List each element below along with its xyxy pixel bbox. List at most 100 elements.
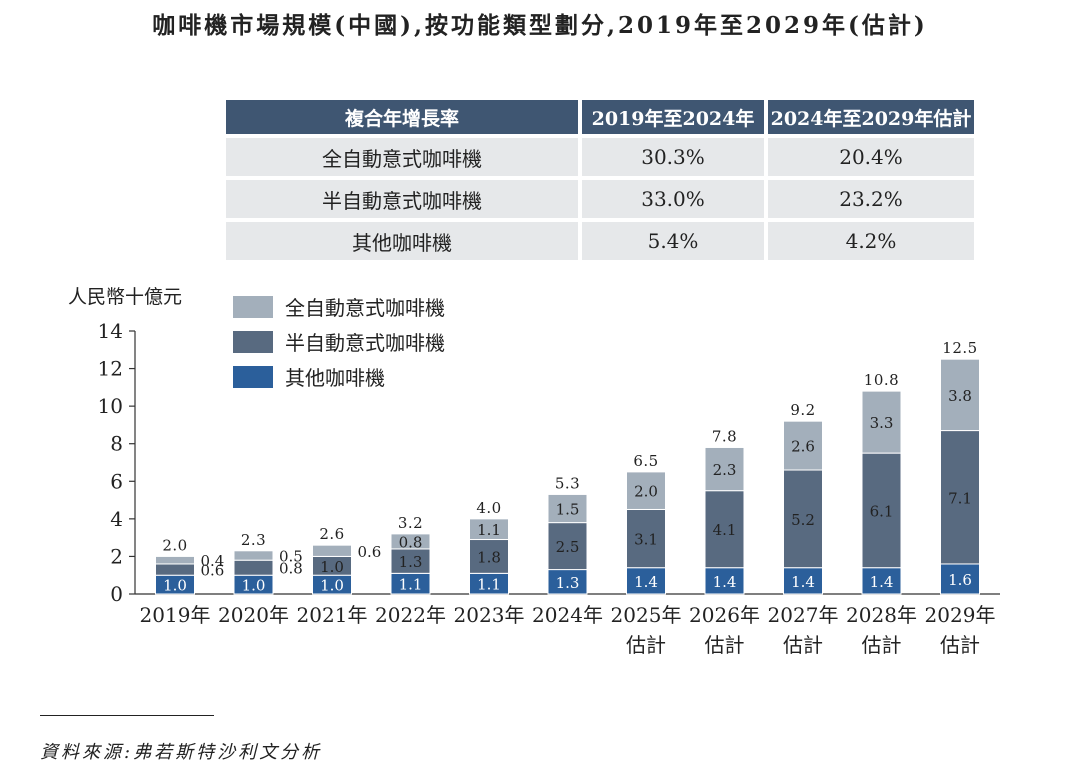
source-divider [40,715,214,716]
data-label: 1.4 [870,573,894,591]
bar-segment [547,493,588,524]
bar-segment [704,567,745,595]
y-tick-label: 14 [98,319,123,343]
data-label: 1.4 [713,573,737,591]
data-label: 2.5 [556,538,580,556]
bar-segment [704,446,745,492]
legend-label: 其他咖啡機 [285,366,385,390]
bar-segment [861,390,902,454]
data-label: 5.2 [791,511,815,529]
cagr-header-period-2: 2024年至2029年估計 [768,100,974,134]
cagr-value: 33.0% [582,180,764,218]
data-label: 0.8 [399,533,423,551]
data-label: 7.1 [948,489,972,507]
data-label: 1.4 [634,573,658,591]
total-label: 3.2 [398,514,423,532]
x-tick-label: 2019年 [140,603,211,627]
cagr-value: 30.3% [582,138,764,176]
legend-label: 半自動意式咖啡機 [285,331,445,355]
cagr-header-label: 複合年增長率 [226,100,578,134]
total-label: 2.0 [162,536,187,554]
data-label: 6.1 [870,502,894,520]
x-tick-label: 2029年 [925,603,996,627]
y-tick-label: 6 [110,469,123,493]
x-tick-label: 2020年 [218,603,289,627]
table-row: 半自動意式咖啡機 33.0% 23.2% [226,180,974,218]
y-tick-label: 10 [98,394,123,418]
x-tick-label: 估計 [940,633,980,657]
total-label: 6.5 [633,452,658,470]
bar-segment [390,533,431,550]
data-label: 2.0 [634,483,658,501]
x-tick-label: 2026年 [689,603,760,627]
total-label: 12.5 [942,339,977,357]
bar-segment [233,550,274,561]
data-label: 4.1 [713,521,737,539]
y-tick-label: 0 [110,582,123,606]
cagr-value: 4.2% [768,222,974,260]
total-label: 5.3 [555,474,580,492]
stacked-bar-chart: 人民幣十億元024681012142.01.00.60.42019年2.31.0… [68,286,1000,657]
bar-segment [547,522,588,571]
x-tick-label: 估計 [862,633,902,657]
data-label: 3.3 [870,414,894,432]
table-row: 全自動意式咖啡機 30.3% 20.4% [226,138,974,176]
cagr-value: 5.4% [582,222,764,260]
data-label: 0.5 [279,547,303,565]
cagr-row-label: 半自動意式咖啡機 [226,180,578,218]
data-label: 1.3 [556,574,580,592]
bar-segment [940,358,980,432]
y-tick-label: 4 [110,507,123,531]
bar-segment [547,569,588,595]
total-label: 2.3 [241,531,266,549]
data-label: 0.6 [201,562,225,580]
cagr-table-header-row: 複合年增長率 2019年至2024年 2024年至2029年估計 [226,100,974,134]
data-label: 1.5 [556,501,580,519]
legend-swatch [233,331,273,353]
bar-segment [469,518,509,541]
bar-segment [626,471,666,510]
source-note: 資料來源:弗若斯特沙利文分析 [40,742,323,763]
data-label: 1.0 [242,577,266,595]
cagr-row-label: 其他咖啡機 [226,222,578,260]
data-label: 2.6 [791,438,815,456]
data-label: 1.0 [163,577,187,595]
y-axis-label: 人民幣十億元 [68,286,182,308]
cagr-row-label: 全自動意式咖啡機 [226,138,578,176]
data-label: 3.8 [948,387,972,405]
data-label: 1.4 [791,573,815,591]
bar-segment [861,452,902,569]
data-label: 1.1 [477,521,501,539]
x-tick-label: 2027年 [768,603,839,627]
data-label: 3.1 [634,531,658,549]
x-tick-label: 估計 [783,633,823,657]
cagr-table: 複合年增長率 2019年至2024年 2024年至2029年估計 全自動意式咖啡… [222,96,978,264]
data-label: 1.0 [320,577,344,595]
x-tick-label: 2024年 [532,603,603,627]
bar-segment [312,544,352,557]
bar-segment [783,420,823,471]
total-label: 4.0 [476,499,501,517]
bar-segment [783,469,823,569]
y-tick-label: 2 [110,544,123,568]
y-tick-label: 12 [98,357,123,381]
x-tick-label: 2023年 [454,603,525,627]
data-label: 1.1 [477,576,501,594]
data-label: 0.4 [201,552,225,570]
x-tick-label: 2022年 [375,603,446,627]
data-label: 0.6 [358,543,382,561]
data-label: 1.3 [399,553,423,571]
cagr-value: 20.4% [768,138,974,176]
data-label: 1.0 [320,558,344,576]
data-label: 1.8 [477,548,501,566]
x-tick-label: 2025年 [611,603,682,627]
total-label: 10.8 [864,371,899,389]
x-tick-label: 估計 [705,633,745,657]
data-label: 1.1 [399,576,423,594]
bar-segment [155,563,195,576]
data-label: 0.8 [279,560,303,578]
y-tick-label: 8 [110,432,123,456]
total-label: 2.6 [319,525,344,543]
x-tick-label: 估計 [626,633,666,657]
cagr-header-period-1: 2019年至2024年 [582,100,764,134]
